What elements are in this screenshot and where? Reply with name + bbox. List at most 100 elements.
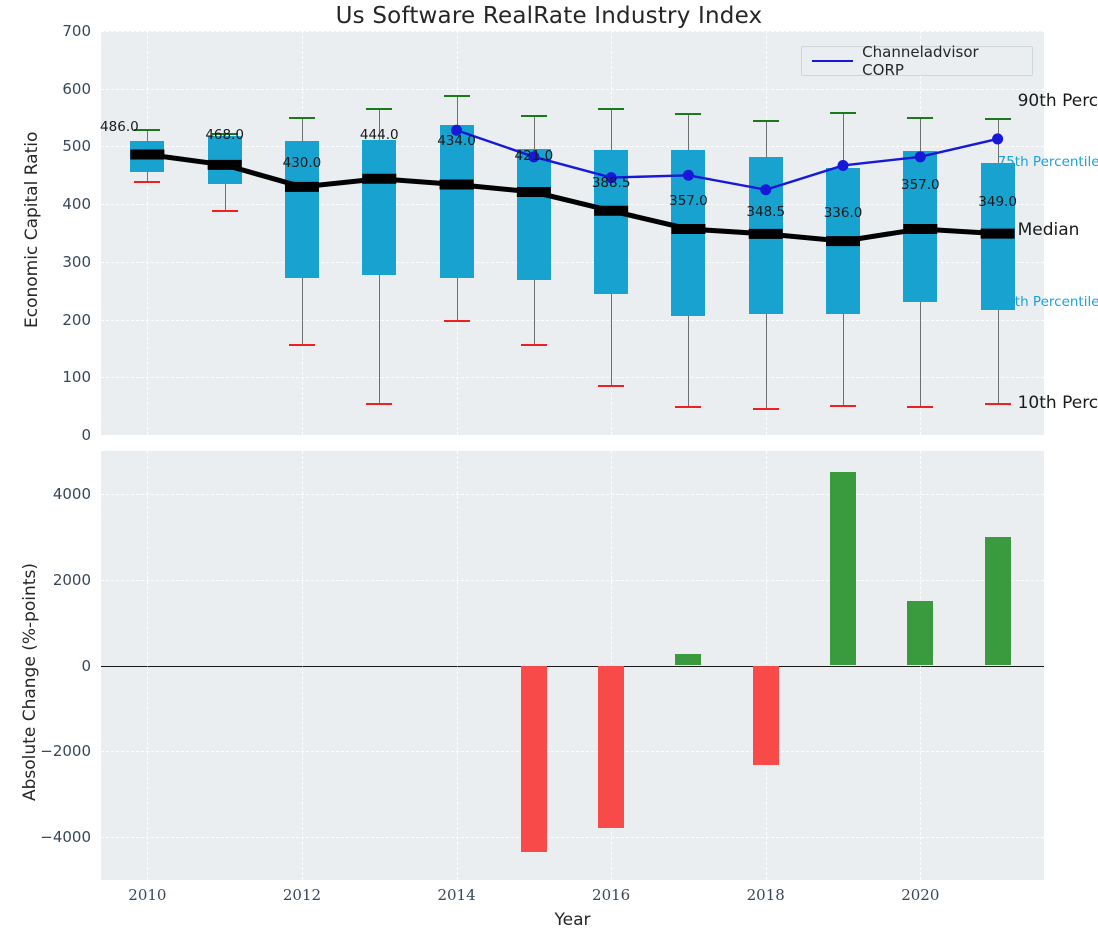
median-value-label: 430.0	[282, 154, 322, 171]
whisker-cap-low	[907, 406, 934, 409]
whisker-cap-high	[520, 115, 547, 118]
median-value-label: 486.0	[100, 118, 139, 135]
x-axis-tick-label: 2014	[437, 886, 476, 904]
box-iqr	[980, 163, 1015, 311]
y-axis-tick-label: 0	[81, 426, 91, 444]
economic-capital-ratio-panel: 486.0 468.0 430.0 444.0 434.0 421.0 388.5 357.0…	[100, 31, 1044, 436]
chart-legend[interactable]: Channeladvisor CORP	[801, 43, 1033, 79]
change-bar	[907, 601, 934, 666]
x-axis-tick-label: 2012	[282, 886, 322, 904]
whisker-cap-high	[366, 107, 393, 110]
gridline	[101, 31, 1044, 32]
gridline	[101, 377, 1044, 379]
box-iqr	[594, 150, 629, 294]
whisker-cap-low	[443, 319, 470, 322]
zero-baseline	[101, 665, 1044, 667]
annotation-median: Median	[1017, 219, 1080, 240]
gridline	[101, 493, 1044, 495]
whisker-cap-high	[211, 132, 238, 135]
bottom-y-axis-label: Absolute Change (%-points)	[20, 562, 40, 801]
gridline	[147, 451, 149, 880]
whisker-cap-low	[830, 404, 857, 407]
whisker-cap-low	[211, 210, 238, 213]
y-axis-tick-label: 4000	[52, 484, 91, 503]
whisker-cap-low	[752, 407, 779, 410]
absolute-change-panel	[101, 451, 1044, 880]
change-bar	[752, 665, 779, 766]
whisker-cap-low	[675, 406, 702, 409]
change-bar	[984, 536, 1011, 666]
y-axis-tick-label: 100	[62, 368, 91, 387]
change-bar	[830, 472, 857, 666]
y-axis-tick-label: 2000	[52, 570, 91, 589]
annotation-25th-percentile: 25th Percentile	[997, 294, 1098, 311]
gridline	[301, 451, 303, 880]
box-iqr	[516, 148, 551, 281]
whisker-cap-low	[134, 181, 161, 184]
box-iqr	[826, 167, 861, 314]
whisker-cap-low	[520, 344, 547, 347]
y-axis-tick-label: −4000	[40, 828, 91, 847]
whisker-cap-low	[366, 402, 393, 405]
y-axis-tick-label: 600	[62, 79, 91, 98]
whisker-cap-high	[752, 120, 779, 123]
y-axis-tick-label: 700	[62, 22, 91, 40]
median-value-label: 421.0	[514, 148, 554, 165]
annotation-10th-percentile: 10th Percentile	[1017, 392, 1098, 413]
whisker-cap-low	[598, 384, 625, 387]
gridline	[101, 261, 1044, 263]
whisker-cap-high	[134, 129, 161, 132]
page-title: Us Software RealRate Industry Index	[335, 3, 763, 29]
y-axis-tick-label: 300	[62, 252, 91, 271]
y-axis-tick-label: 200	[62, 310, 91, 329]
box-iqr	[671, 149, 706, 316]
whisker-cap-low	[984, 402, 1011, 405]
whisker-cap-high	[907, 116, 934, 119]
gridline	[101, 579, 1044, 581]
box-iqr	[362, 139, 397, 275]
x-axis-tick-label: 2010	[128, 886, 167, 904]
annotation-90th-percentile: 90th Percentile	[1017, 91, 1098, 112]
change-bar	[675, 653, 702, 666]
change-bar	[598, 665, 625, 828]
gridline	[920, 451, 922, 880]
median-trend-line	[147, 152, 998, 244]
top-y-axis-label: Economic Capital Ratio	[22, 131, 42, 328]
x-axis-tick-label: 2020	[901, 886, 940, 904]
median-value-label: 468.0	[205, 126, 244, 143]
gridline	[101, 319, 1044, 321]
gridline	[456, 451, 458, 880]
whisker-cap-high	[830, 111, 857, 114]
y-axis-tick-label: 400	[62, 195, 91, 214]
whisker-cap-high	[675, 112, 702, 115]
median-value-label: 348.5	[746, 203, 786, 220]
change-bar	[520, 665, 547, 853]
whisker-cap-high	[984, 118, 1011, 121]
box-iqr	[130, 140, 165, 173]
x-axis-label: Year	[554, 910, 591, 930]
legend-line-swatch-icon	[812, 60, 854, 62]
x-axis-tick-label: 2018	[746, 886, 785, 904]
median-value-label: 357.0	[669, 192, 708, 209]
box-iqr	[207, 136, 242, 184]
y-axis-tick-label: −2000	[40, 742, 91, 761]
median-value-label: 434.0	[437, 132, 476, 149]
gridline	[101, 146, 1044, 148]
box-iqr	[748, 156, 783, 315]
y-axis-tick-label: 0	[81, 656, 91, 675]
median-value-label: 388.5	[591, 174, 631, 191]
gridline	[147, 31, 149, 435]
legend-entry-label: Channeladvisor CORP	[862, 43, 979, 79]
median-value-label: 357.0	[900, 176, 940, 193]
gridline	[101, 751, 1044, 753]
y-axis-tick-label: 500	[62, 137, 91, 156]
whisker-cap-high	[598, 107, 625, 110]
x-axis-tick-label: 2016	[592, 886, 631, 904]
median-value-label: 444.0	[359, 126, 399, 143]
whisker-cap-low	[288, 344, 315, 347]
gridline	[101, 837, 1044, 839]
box-iqr	[903, 151, 938, 303]
median-value-label: 336.0	[823, 205, 863, 222]
whisker-cap-high	[443, 95, 470, 98]
